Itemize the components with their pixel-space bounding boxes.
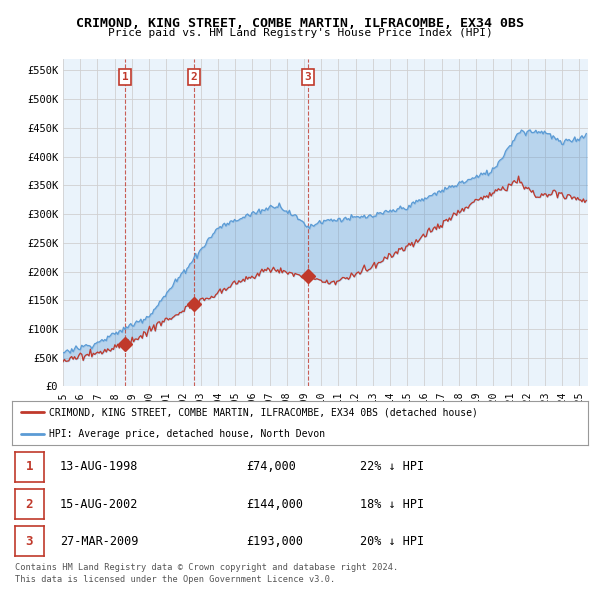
Text: 3: 3 xyxy=(26,535,33,548)
Text: CRIMOND, KING STREET, COMBE MARTIN, ILFRACOMBE, EX34 0BS: CRIMOND, KING STREET, COMBE MARTIN, ILFR… xyxy=(76,17,524,30)
Text: £144,000: £144,000 xyxy=(246,497,303,511)
Text: 27-MAR-2009: 27-MAR-2009 xyxy=(60,535,139,548)
Text: £193,000: £193,000 xyxy=(246,535,303,548)
Text: This data is licensed under the Open Government Licence v3.0.: This data is licensed under the Open Gov… xyxy=(15,575,335,584)
Text: 13-AUG-1998: 13-AUG-1998 xyxy=(60,460,139,474)
Text: CRIMOND, KING STREET, COMBE MARTIN, ILFRACOMBE, EX34 0BS (detached house): CRIMOND, KING STREET, COMBE MARTIN, ILFR… xyxy=(49,407,478,417)
Text: 20% ↓ HPI: 20% ↓ HPI xyxy=(360,535,424,548)
Text: 3: 3 xyxy=(305,72,311,82)
Text: 22% ↓ HPI: 22% ↓ HPI xyxy=(360,460,424,474)
Text: HPI: Average price, detached house, North Devon: HPI: Average price, detached house, Nort… xyxy=(49,430,326,440)
Text: 1: 1 xyxy=(122,72,128,82)
Text: £74,000: £74,000 xyxy=(246,460,296,474)
Text: 2: 2 xyxy=(191,72,197,82)
Text: 2: 2 xyxy=(26,497,33,511)
Text: Price paid vs. HM Land Registry's House Price Index (HPI): Price paid vs. HM Land Registry's House … xyxy=(107,28,493,38)
Text: 18% ↓ HPI: 18% ↓ HPI xyxy=(360,497,424,511)
Text: 15-AUG-2002: 15-AUG-2002 xyxy=(60,497,139,511)
Text: Contains HM Land Registry data © Crown copyright and database right 2024.: Contains HM Land Registry data © Crown c… xyxy=(15,563,398,572)
Text: 1: 1 xyxy=(26,460,33,474)
